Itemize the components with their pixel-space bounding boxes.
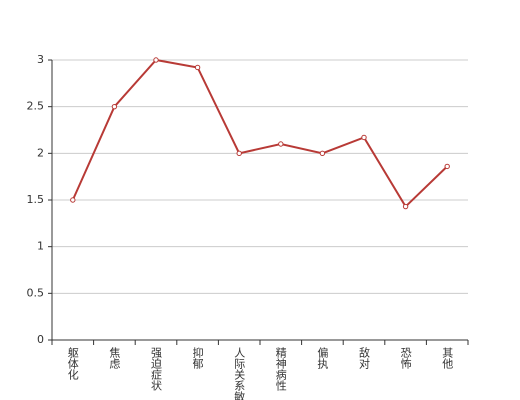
x-tick-label: 敌对 <box>358 346 371 369</box>
point <box>444 163 450 170</box>
x-tick-label: 焦虑 <box>108 347 121 369</box>
y-tick-label: 2 <box>37 146 44 159</box>
x-tick-label: 人际关系敏感 <box>233 347 246 400</box>
point <box>402 203 409 210</box>
x-tick-label: 躯体化 <box>66 347 79 381</box>
x-tick-label: 强迫症状 <box>150 347 163 391</box>
x-tick-label: 精神病性 <box>274 347 287 392</box>
x-tick-label: 其他 <box>441 347 454 369</box>
point <box>236 150 242 157</box>
point <box>278 141 284 147</box>
point <box>153 57 159 63</box>
y-tick-label: 2.5 <box>27 100 45 113</box>
point <box>111 103 118 110</box>
point <box>194 64 201 71</box>
y-tick-label: 1.5 <box>27 193 45 206</box>
y-tick-label: 3 <box>37 53 44 66</box>
y-tick-label: 1 <box>37 240 44 253</box>
point <box>361 134 367 141</box>
x-tick-label: 恐怖 <box>399 347 412 369</box>
x-tick-label: 抑郁 <box>191 346 204 369</box>
x-tick-label: 偏执 <box>316 346 329 370</box>
point <box>319 150 326 157</box>
point <box>70 197 76 203</box>
y-tick-label: 0.5 <box>27 286 45 299</box>
line <box>71 58 448 209</box>
y-tick-label: 0 <box>37 333 44 346</box>
